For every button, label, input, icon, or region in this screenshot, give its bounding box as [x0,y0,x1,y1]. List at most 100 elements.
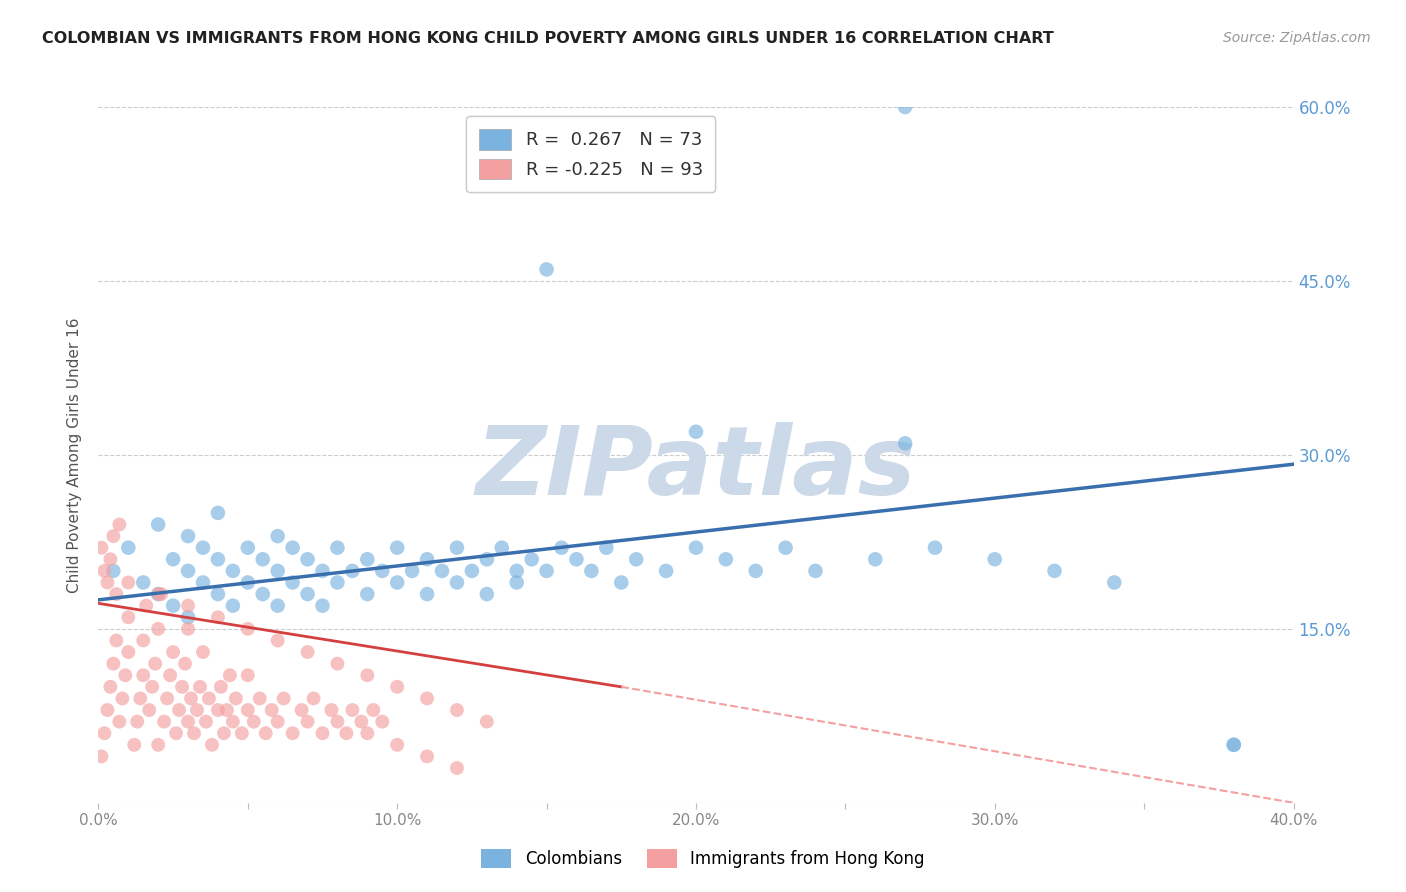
Point [506,575,529,590]
Text: ZIPatlas: ZIPatlas [475,422,917,516]
Legend: R =  0.267   N = 73, R = -0.225   N = 93: R = 0.267 N = 73, R = -0.225 N = 93 [465,116,716,192]
Point [108,517,131,532]
Point [222,714,245,729]
Point [207,703,229,717]
Point [461,564,484,578]
Point [311,599,333,613]
Point [267,564,290,578]
Point [127,714,149,729]
Point [1223,738,1246,752]
Point [129,691,152,706]
Point [148,587,170,601]
Point [215,703,238,717]
Point [207,610,229,624]
Point [207,587,229,601]
Point [132,633,155,648]
Point [536,564,558,578]
Point [162,645,184,659]
Legend: Colombians, Immigrants from Hong Kong: Colombians, Immigrants from Hong Kong [475,842,931,875]
Point [430,564,453,578]
Point [156,691,179,706]
Point [201,738,224,752]
Point [236,668,259,682]
Point [252,587,274,601]
Point [236,575,259,590]
Point [297,714,319,729]
Point [162,552,184,566]
Point [1104,575,1126,590]
Point [93,564,115,578]
Point [191,541,214,555]
Point [281,575,304,590]
Point [446,761,468,775]
Point [475,587,498,601]
Point [356,668,378,682]
Point [96,575,118,590]
Point [297,587,319,601]
Point [267,599,290,613]
Point [491,541,513,555]
Point [260,703,283,717]
Text: Source: ZipAtlas.com: Source: ZipAtlas.com [1223,31,1371,45]
Point [297,645,319,659]
Y-axis label: Child Poverty Among Girls Under 16: Child Poverty Among Girls Under 16 [67,318,83,592]
Point [401,564,423,578]
Point [148,517,170,532]
Point [150,587,173,601]
Point [356,552,378,566]
Point [219,668,242,682]
Point [446,703,468,717]
Point [385,575,409,590]
Point [207,552,229,566]
Point [273,691,295,706]
Point [550,541,572,555]
Point [342,703,364,717]
Point [207,506,229,520]
Point [356,726,378,740]
Point [297,552,319,566]
Point [172,680,194,694]
Point [984,552,1007,566]
Point [254,726,277,740]
Point [291,703,314,717]
Point [132,668,155,682]
Point [581,564,603,578]
Point [281,726,304,740]
Point [165,726,187,740]
Point [252,552,274,566]
Point [416,587,439,601]
Point [148,738,170,752]
Point [371,564,394,578]
Point [103,564,125,578]
Point [311,726,333,740]
Point [177,564,200,578]
Point [103,657,125,671]
Point [446,541,468,555]
Point [93,726,115,740]
Point [177,610,200,624]
Point [90,541,112,555]
Point [385,541,409,555]
Point [565,552,588,566]
Point [117,541,139,555]
Point [114,668,136,682]
Point [243,714,266,729]
Point [804,564,827,578]
Point [222,599,245,613]
Point [342,564,364,578]
Point [350,714,373,729]
Point [745,564,768,578]
Point [162,599,184,613]
Point [385,680,409,694]
Point [475,552,498,566]
Point [174,657,197,671]
Point [138,703,160,717]
Point [236,541,259,555]
Point [281,541,304,555]
Point [141,680,163,694]
Point [326,657,349,671]
Point [506,564,529,578]
Point [356,587,378,601]
Point [1223,738,1246,752]
Point [865,552,887,566]
